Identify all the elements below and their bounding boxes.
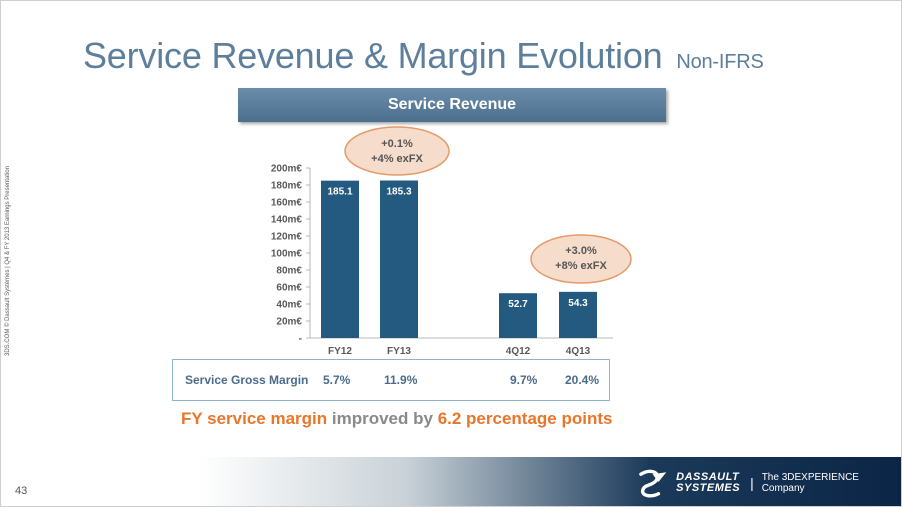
y-tick-label: 40m€ [276, 300, 302, 311]
bar-group: 185.1 185.3 52.7 54.3 [321, 180, 597, 338]
y-tick-label: 140m€ [271, 215, 303, 226]
callout-highlight: FY service margin [181, 409, 328, 428]
y-tick-label: 200m€ [271, 164, 303, 175]
bar-value-label: 54.3 [568, 298, 588, 309]
margin-callout: FY service margin improved by 6.2 percen… [181, 409, 612, 429]
page-number: 43 [15, 485, 28, 497]
brand-line: DASSAULT [676, 471, 740, 483]
annotation-text: +4% exFX [371, 153, 423, 165]
logo-wordmark: DASSAULT SYSTEMES [670, 472, 740, 494]
y-tick-group: - 20m€ 40m€ 60m€ 80m€ 100m€ 120m€ 140m€ 160m€ 180… [271, 164, 310, 345]
company-logo: DASSAULT SYSTEMES | The 3DEXPERIENCE Com… [637, 466, 901, 500]
bar-value-label: 52.7 [508, 299, 528, 310]
footer-band [1, 457, 901, 506]
gross-margin-value: 11.9% [384, 373, 418, 387]
annotation-text: +0.1% [381, 138, 413, 150]
y-tick-label: - [299, 334, 302, 345]
callout-text: improved by [327, 409, 438, 428]
page-title: Service Revenue & Margin Evolution Non-I… [83, 35, 764, 77]
bar-value-label: 185.3 [386, 186, 411, 197]
gross-margin-value: 20.4% [565, 373, 600, 387]
bar-value-label: 185.1 [327, 187, 352, 198]
brand-line: SYSTEMES [676, 482, 741, 494]
bar-4q13 [559, 291, 597, 338]
title-suffix: Non-IFRS [676, 51, 764, 73]
y-tick-label: 160m€ [271, 198, 303, 209]
gross-margin-label: Service Gross Margin [185, 373, 309, 387]
title-text: Service Revenue & Margin Evolution [83, 35, 663, 76]
ds-logo-icon [639, 469, 667, 498]
y-tick-label: 20m€ [276, 317, 302, 328]
chart-banner: Service Revenue [238, 88, 666, 122]
x-category-label: 4Q13 [566, 346, 591, 357]
x-category-label: FY13 [387, 346, 411, 357]
company-tagline: The 3DEXPERIENCE Company [761, 472, 859, 494]
gross-margin-table: Service Gross Margin 5.7% 11.9% 9.7% 20.… [172, 359, 610, 401]
logo-separator: | [750, 475, 754, 491]
bubble-shape [530, 234, 632, 284]
y-tick-label: 100m€ [271, 249, 303, 260]
annotation-bubble-q4: +3.0% +8% exFX [530, 234, 632, 284]
gross-margin-value: 5.7% [323, 373, 351, 387]
annotation-text: +8% exFX [555, 260, 607, 272]
y-tick-label: 60m€ [276, 283, 302, 294]
y-tick-label: 120m€ [271, 232, 303, 243]
y-tick-label: 80m€ [276, 266, 302, 277]
y-tick-label: 180m€ [271, 181, 303, 192]
bar-4q12 [499, 293, 537, 338]
x-category-label: 4Q12 [506, 346, 531, 357]
gross-margin-value: 9.7% [510, 373, 538, 387]
bubble-shape [344, 126, 450, 176]
bar-fy13 [380, 180, 418, 338]
x-category-label: FY12 [328, 346, 352, 357]
annotation-text: +3.0% [565, 245, 597, 257]
x-label-group: FY12 FY13 4Q12 4Q13 [328, 346, 591, 357]
annotation-bubble-fy: +0.1% +4% exFX [344, 126, 450, 176]
callout-highlight: 6.2 percentage points [437, 409, 613, 428]
bar-fy12 [321, 180, 359, 338]
